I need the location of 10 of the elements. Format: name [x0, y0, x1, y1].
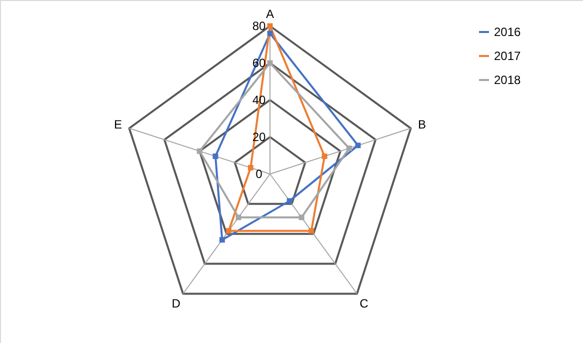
- legend-label: 2018: [494, 73, 522, 87]
- spoke-label: D: [172, 296, 181, 310]
- spoke-label: A: [266, 7, 274, 22]
- y-tick-label: 80: [252, 19, 266, 33]
- legend-label: 2017: [494, 49, 522, 63]
- spoke-label: E: [114, 118, 122, 132]
- spoke-label: C: [360, 296, 369, 310]
- y-tick-label: 0: [256, 167, 263, 181]
- spoke-label: B: [418, 118, 426, 132]
- legend-label: 2016: [494, 25, 522, 39]
